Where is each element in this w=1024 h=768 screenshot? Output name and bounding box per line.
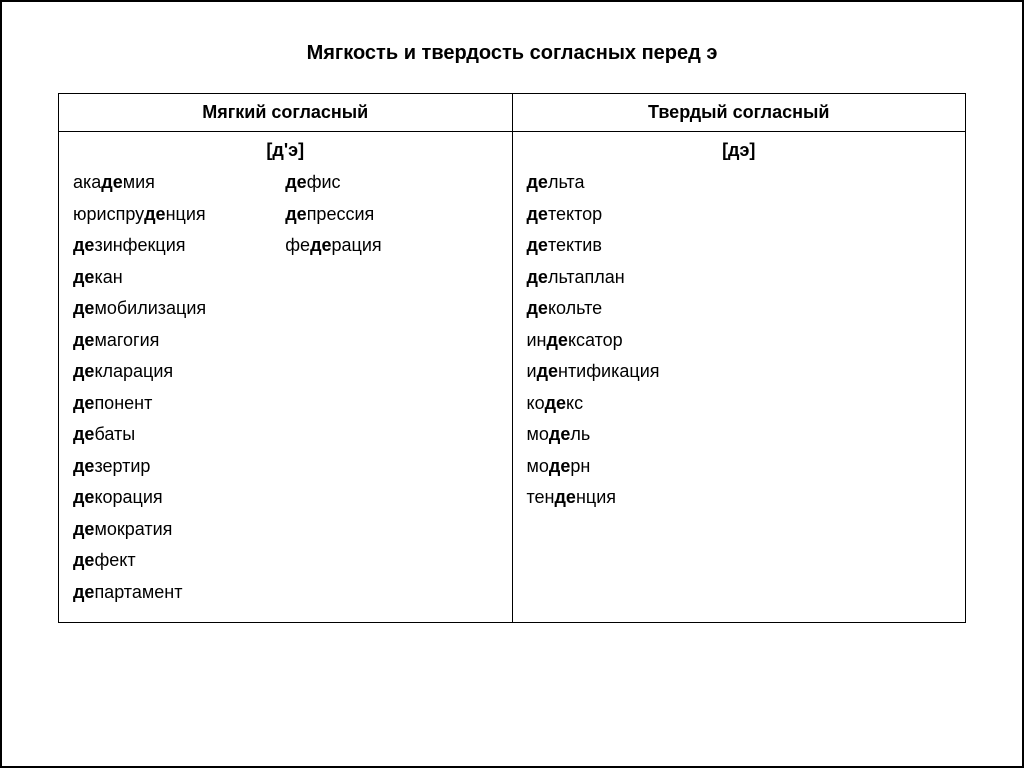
word: депонент xyxy=(73,388,285,420)
word: тенденция xyxy=(527,482,952,514)
consonant-table: Мягкий согласный Твердый согласный [д'э]… xyxy=(58,93,966,623)
word: федерация xyxy=(285,230,497,262)
word: детектив xyxy=(527,230,952,262)
hard-words-col: дельтадетектордетективдельтапландекольте… xyxy=(527,167,952,514)
word: академия xyxy=(73,167,285,199)
word: дельтаплан xyxy=(527,262,952,294)
word: дебаты xyxy=(73,419,285,451)
phonetic-hard: [дэ] xyxy=(527,140,952,161)
word: дефект xyxy=(73,545,285,577)
cell-hard: [дэ] дельтадетектордетективдельтапландек… xyxy=(512,132,966,623)
word: детектор xyxy=(527,199,952,231)
word: декольте xyxy=(527,293,952,325)
soft-words-col1: академияюриспруденциядезинфекциядекандем… xyxy=(73,167,285,608)
word: депрессия xyxy=(285,199,497,231)
word: идентификация xyxy=(527,356,952,388)
header-hard: Твердый согласный xyxy=(512,94,966,132)
word: дельта xyxy=(527,167,952,199)
cell-soft: [д'э] академияюриспруденциядезинфекцияде… xyxy=(59,132,513,623)
page-title: Мягкость и твердость согласных перед э xyxy=(58,42,966,65)
word: дезертир xyxy=(73,451,285,483)
word: департамент xyxy=(73,577,285,609)
word: модерн xyxy=(527,451,952,483)
word: демагогия xyxy=(73,325,285,357)
phonetic-soft: [д'э] xyxy=(73,140,498,161)
header-soft: Мягкий согласный xyxy=(59,94,513,132)
word: демократия xyxy=(73,514,285,546)
word: юриспруденция xyxy=(73,199,285,231)
word: декан xyxy=(73,262,285,294)
word: демобилизация xyxy=(73,293,285,325)
word: кодекс xyxy=(527,388,952,420)
soft-words-col2: дефисдепрессияфедерация xyxy=(285,167,497,608)
page-frame: Мягкость и твердость согласных перед э М… xyxy=(0,0,1024,768)
word: модель xyxy=(527,419,952,451)
word: индексатор xyxy=(527,325,952,357)
word: декорация xyxy=(73,482,285,514)
word: декларация xyxy=(73,356,285,388)
word: дефис xyxy=(285,167,497,199)
word: дезинфекция xyxy=(73,230,285,262)
